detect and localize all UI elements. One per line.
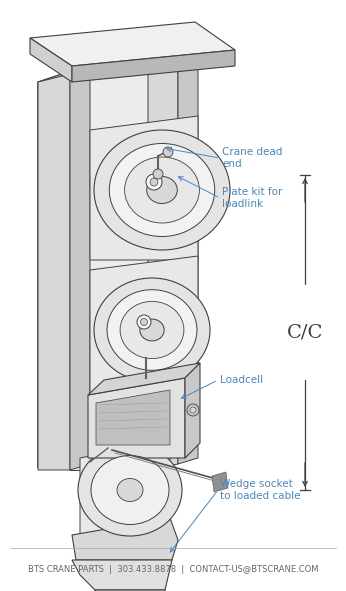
Polygon shape: [38, 74, 62, 468]
Circle shape: [153, 169, 163, 179]
Ellipse shape: [94, 278, 210, 382]
Text: C/C: C/C: [287, 323, 323, 342]
Polygon shape: [90, 116, 198, 260]
Ellipse shape: [125, 157, 199, 223]
Circle shape: [140, 319, 147, 326]
Ellipse shape: [78, 444, 182, 536]
Text: Plate kit for
loadlink: Plate kit for loadlink: [222, 187, 282, 209]
Polygon shape: [90, 256, 198, 400]
Polygon shape: [72, 560, 172, 590]
Polygon shape: [212, 472, 228, 492]
Text: BTS CRANE PARTS  |  303.433.8878  |  CONTACT-US@BTSCRANE.COM: BTS CRANE PARTS | 303.433.8878 | CONTACT…: [28, 566, 318, 574]
Ellipse shape: [120, 301, 184, 359]
Ellipse shape: [147, 177, 177, 203]
Text: Wedge socket
to loaded cable: Wedge socket to loaded cable: [220, 479, 300, 501]
Polygon shape: [72, 50, 235, 82]
Text: Crane dead
end: Crane dead end: [222, 147, 282, 170]
Polygon shape: [185, 363, 200, 458]
Ellipse shape: [140, 319, 164, 341]
Polygon shape: [38, 74, 62, 468]
Circle shape: [187, 404, 199, 416]
Polygon shape: [80, 440, 170, 540]
Polygon shape: [70, 74, 148, 470]
Circle shape: [137, 315, 151, 329]
Polygon shape: [178, 60, 198, 464]
Text: Loadcell: Loadcell: [220, 375, 263, 385]
Polygon shape: [148, 66, 178, 470]
Polygon shape: [88, 363, 200, 395]
Ellipse shape: [117, 479, 143, 502]
Polygon shape: [30, 38, 72, 82]
Polygon shape: [95, 590, 165, 591]
Polygon shape: [88, 378, 185, 458]
Ellipse shape: [94, 130, 230, 250]
Ellipse shape: [91, 456, 169, 524]
Circle shape: [163, 147, 173, 157]
Circle shape: [150, 178, 158, 186]
Polygon shape: [38, 74, 70, 470]
Polygon shape: [96, 390, 170, 445]
Circle shape: [146, 174, 162, 190]
Ellipse shape: [107, 290, 197, 371]
Polygon shape: [70, 68, 90, 470]
Ellipse shape: [109, 144, 215, 236]
Polygon shape: [72, 518, 178, 560]
Circle shape: [190, 407, 196, 413]
Polygon shape: [30, 22, 235, 66]
